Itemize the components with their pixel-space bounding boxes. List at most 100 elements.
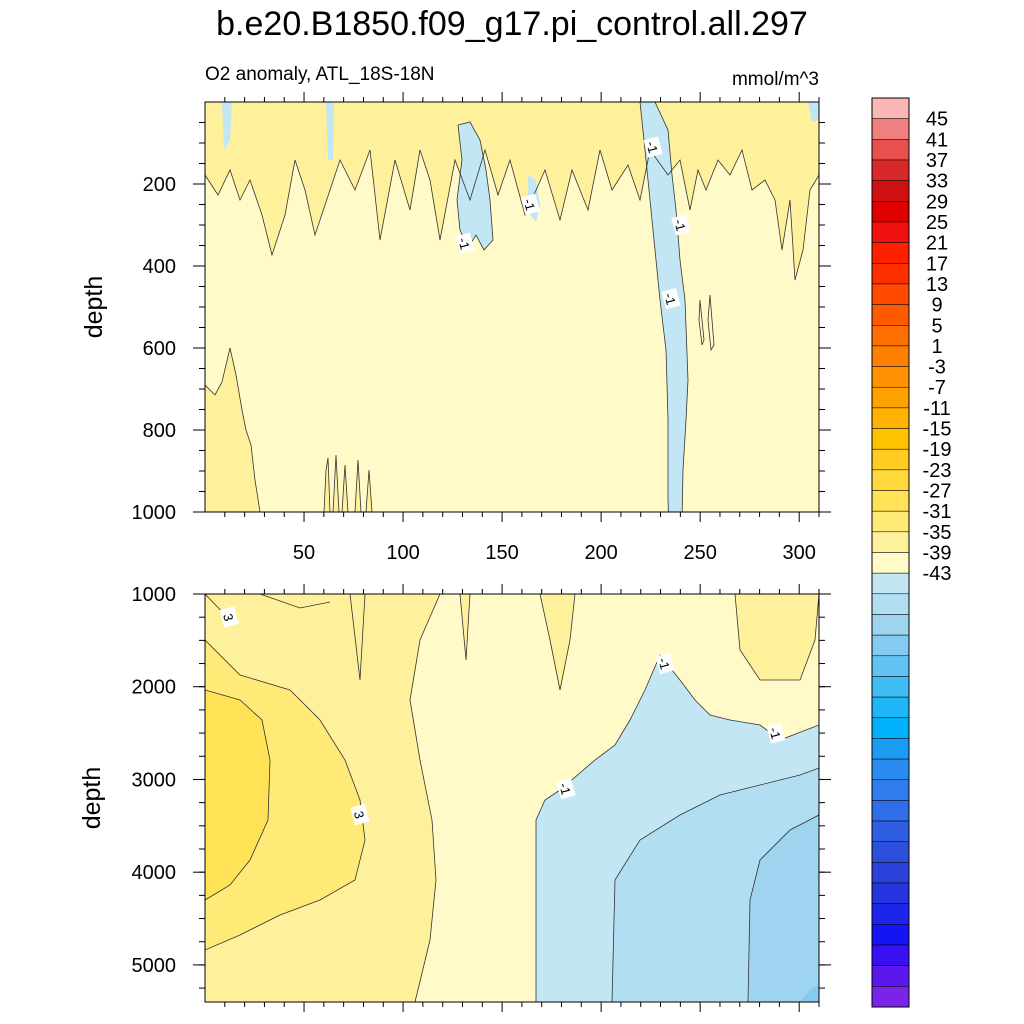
lower-contour-labels: 3 3 -1 -1 -1 bbox=[219, 606, 786, 826]
lower-contour-line-8 bbox=[349, 594, 819, 691]
colorbar-label: 17 bbox=[926, 253, 948, 275]
colorbar-label: -11 bbox=[923, 398, 950, 420]
lower-axes: 1000 2000 3000 4000 5000 bbox=[132, 584, 831, 1012]
colorbar-swatch bbox=[871, 800, 910, 822]
colorbar-swatch bbox=[871, 283, 910, 305]
contour-label-text: 3 bbox=[351, 809, 367, 820]
contour-label-bg bbox=[671, 214, 691, 236]
colorbar-swatch bbox=[871, 882, 910, 904]
lower-warm-band-5 bbox=[205, 690, 270, 900]
colorbar-label: 37 bbox=[926, 150, 948, 172]
colorbar-label: -27 bbox=[923, 481, 952, 503]
colorbar-swatch bbox=[871, 325, 910, 347]
colorbar-swatch bbox=[871, 593, 910, 615]
colorbar-swatch bbox=[871, 655, 910, 677]
upper-contour-line-6 bbox=[698, 294, 715, 352]
contour-label-text: -1 bbox=[766, 726, 783, 741]
colorbar-swatch bbox=[871, 407, 910, 429]
upper-y-tick-label: 400 bbox=[143, 256, 176, 278]
contour-label-bg bbox=[655, 652, 675, 675]
colorbar-label: 9 bbox=[931, 295, 942, 317]
lower-warm-spikes-top bbox=[350, 594, 819, 690]
lower-y-tick-label: 4000 bbox=[132, 862, 177, 884]
upper-y-tick-label: 800 bbox=[143, 420, 176, 442]
colorbar-swatch bbox=[871, 531, 910, 553]
contour-label-bg bbox=[766, 722, 786, 744]
upper-y-tick-label: 600 bbox=[143, 338, 176, 360]
contour-label-bg bbox=[556, 777, 576, 800]
colorbar-swatch bbox=[871, 903, 910, 925]
upper-blue-pocket-5 bbox=[326, 102, 334, 160]
contour-label-text: -1 bbox=[661, 291, 678, 306]
chart-subtitle-left: O2 anomaly, ATL_18S-18N bbox=[205, 64, 435, 85]
colorbar-swatch bbox=[871, 779, 910, 801]
contour-label-bg bbox=[520, 193, 540, 216]
colorbar-label: -3 bbox=[928, 357, 946, 379]
contour-label-text: -1 bbox=[655, 656, 672, 671]
colorbar-label: 29 bbox=[926, 191, 948, 213]
colorbar-label: 41 bbox=[926, 129, 948, 151]
lower-contour-line-3 bbox=[205, 689, 271, 901]
contour-label-text: -1 bbox=[521, 197, 538, 212]
colorbar-swatch bbox=[871, 862, 910, 884]
lower-frame bbox=[204, 593, 820, 1003]
contour-label-bg bbox=[350, 803, 370, 826]
lower-y-tick-label: 5000 bbox=[132, 955, 177, 977]
contour-label: -1 bbox=[556, 777, 576, 800]
contour-label-text: -1 bbox=[455, 236, 472, 251]
colorbar-swatch bbox=[871, 552, 910, 574]
colorbar-swatch bbox=[871, 634, 910, 657]
colorbar-swatch bbox=[871, 944, 910, 966]
colorbar-swatch bbox=[871, 986, 910, 1008]
contour-label-bg bbox=[455, 232, 475, 254]
colorbar-label: -31 bbox=[923, 501, 952, 523]
colorbar-label: 45 bbox=[926, 109, 948, 131]
colorbar-swatch bbox=[871, 820, 910, 842]
colorbar-label: -39 bbox=[923, 543, 952, 565]
x-tick-label: 200 bbox=[584, 542, 617, 564]
colorbar: 454137332925211713951-3-7-11-15-19-23-27… bbox=[871, 97, 952, 1008]
contour-label-text: -1 bbox=[643, 140, 660, 155]
lower-y-tick-label: 3000 bbox=[132, 769, 177, 791]
colorbar-label: -43 bbox=[923, 563, 952, 585]
contour-label: -1 bbox=[520, 193, 540, 216]
contour-label-text: 3 bbox=[220, 612, 236, 623]
colorbar-swatch bbox=[871, 201, 910, 223]
chart-title: b.e20.B1850.f09_g17.pi_control.all.297 bbox=[216, 5, 808, 43]
lower-contour-line-5 bbox=[611, 767, 819, 1002]
colorbar-label: 5 bbox=[931, 315, 942, 337]
contour-label: -1 bbox=[655, 652, 675, 675]
contour-label: -1 bbox=[455, 232, 475, 254]
colorbar-swatch bbox=[871, 490, 910, 512]
upper-blue-pocket-6 bbox=[808, 102, 819, 122]
colorbar-label: -35 bbox=[923, 522, 952, 544]
colorbar-label: 33 bbox=[926, 171, 948, 193]
x-tick-label: 250 bbox=[683, 542, 716, 564]
colorbar-swatch bbox=[871, 221, 910, 243]
contour-label-bg bbox=[219, 606, 239, 628]
colorbar-swatch bbox=[871, 386, 910, 409]
colorbar-swatch bbox=[871, 696, 910, 719]
colorbar-swatch bbox=[871, 965, 910, 987]
lower-panel: 1000 2000 3000 4000 5000 3 3 -1 -1 -1 bbox=[132, 584, 831, 1012]
lower-plot-area bbox=[205, 594, 819, 1002]
colorbar-swatch bbox=[871, 717, 910, 739]
colorbar-swatch bbox=[871, 841, 910, 863]
contour-label: -1 bbox=[661, 288, 681, 310]
colorbar-swatch bbox=[871, 118, 910, 140]
colorbar-swatch bbox=[871, 448, 910, 471]
colorbar-swatch bbox=[871, 924, 910, 946]
contour-label-bg bbox=[661, 288, 681, 310]
colorbar-swatch bbox=[871, 263, 910, 285]
lower-contour-line-6 bbox=[747, 814, 819, 1002]
colorbar-swatch bbox=[871, 614, 910, 636]
upper-y-tick-label: 1000 bbox=[132, 502, 177, 524]
upper-contour-line-4 bbox=[639, 102, 689, 512]
lower-contour-line-1 bbox=[409, 594, 441, 1002]
upper-plot-area bbox=[205, 102, 819, 512]
x-tick-label: 300 bbox=[783, 542, 816, 564]
lower-blue-region-4 bbox=[800, 985, 819, 1002]
colorbar-swatch bbox=[871, 428, 910, 450]
